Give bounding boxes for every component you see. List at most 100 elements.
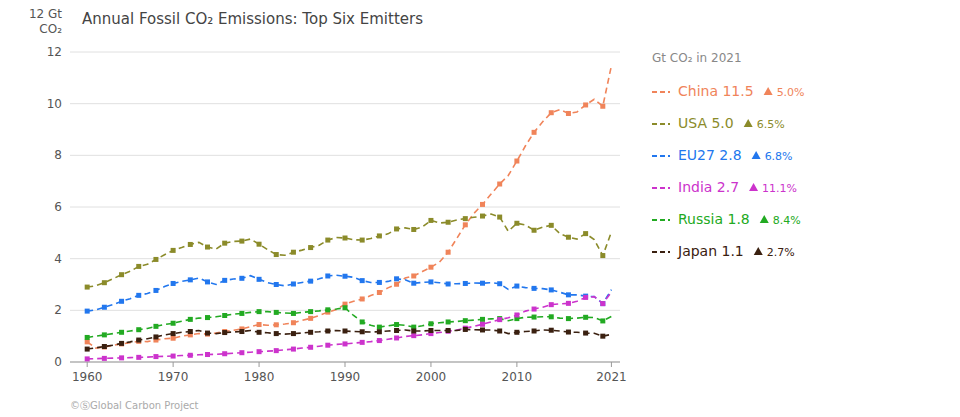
tick-label: 6: [54, 200, 62, 214]
marker: [119, 272, 124, 277]
marker: [343, 236, 348, 241]
marker: [85, 309, 90, 314]
marker: [514, 312, 519, 317]
marker: [532, 228, 537, 233]
marker: [153, 354, 158, 359]
tick-label: 4: [54, 252, 62, 266]
marker: [239, 276, 244, 281]
marker: [291, 331, 296, 336]
marker: [325, 238, 330, 243]
marker: [446, 328, 451, 333]
marker: [583, 102, 588, 107]
marker: [153, 288, 158, 293]
marker: [600, 301, 605, 306]
marker: [308, 345, 313, 350]
grid-line: [70, 103, 620, 104]
marker: [514, 221, 519, 226]
change-arrow: [760, 215, 769, 223]
chart: Annual Fossil CO₂ Emissions: Top Six Emi…: [0, 0, 960, 417]
marker: [205, 315, 210, 320]
marker: [600, 334, 605, 339]
marker: [566, 316, 571, 321]
annotation: 2.7%: [767, 246, 795, 259]
marker: [308, 330, 313, 335]
marker: [171, 354, 176, 359]
legend-swatch: [652, 123, 670, 125]
marker: [222, 330, 227, 335]
marker: [480, 281, 485, 286]
grid-line: [70, 155, 620, 156]
change-arrow: [752, 151, 761, 159]
marker: [136, 293, 141, 298]
marker: [119, 355, 124, 360]
marker: [205, 279, 210, 284]
marker: [239, 350, 244, 355]
line: [87, 66, 611, 348]
marker: [549, 223, 554, 228]
marker: [394, 335, 399, 340]
marker: [583, 315, 588, 320]
marker: [549, 314, 554, 319]
marker: [497, 182, 502, 187]
change-arrow: [744, 119, 753, 127]
marker: [463, 318, 468, 323]
marker: [360, 340, 365, 345]
marker: [102, 344, 107, 349]
change-arrow: [764, 87, 773, 95]
marker: [600, 253, 605, 258]
marker: [222, 241, 227, 246]
marker: [497, 215, 502, 220]
legend-header: Gt CO₂ in 2021: [652, 51, 742, 65]
marker: [600, 318, 605, 323]
marker: [583, 295, 588, 300]
marker: [291, 347, 296, 352]
legend-entry: India 2.7: [678, 179, 739, 195]
marker: [463, 281, 468, 286]
marker: [566, 330, 571, 335]
marker: [239, 239, 244, 244]
tick-label: 8: [54, 148, 62, 162]
marker: [428, 328, 433, 333]
marker: [428, 265, 433, 270]
marker: [274, 331, 279, 336]
marker: [394, 282, 399, 287]
marker: [480, 214, 485, 219]
marker: [343, 274, 348, 279]
marker: [600, 104, 605, 109]
line: [87, 308, 611, 338]
legend-entry: EU27 2.8: [678, 147, 742, 163]
marker: [188, 317, 193, 322]
marker: [394, 328, 399, 333]
marker: [394, 226, 399, 231]
tick-mark: [611, 362, 612, 367]
marker: [446, 329, 451, 334]
marker: [308, 279, 313, 284]
marker: [153, 334, 158, 339]
marker: [566, 292, 571, 297]
marker: [85, 339, 90, 344]
marker: [171, 281, 176, 286]
marker: [205, 331, 210, 336]
marker: [514, 159, 519, 164]
marker: [274, 252, 279, 257]
marker: [291, 311, 296, 316]
marker: [446, 220, 451, 225]
marker: [411, 333, 416, 338]
marker: [171, 336, 176, 341]
legend-entry: USA 5.0: [678, 115, 734, 131]
marker: [343, 305, 348, 310]
marker: [532, 307, 537, 312]
marker: [85, 335, 90, 340]
marker: [308, 245, 313, 250]
marker: [188, 329, 193, 334]
marker: [377, 329, 382, 334]
marker: [566, 301, 571, 306]
tick-mark: [430, 362, 431, 367]
marker: [532, 130, 537, 135]
marker: [428, 279, 433, 284]
marker: [205, 352, 210, 357]
marker: [222, 313, 227, 318]
marker: [411, 329, 416, 334]
tick-label: 2: [54, 303, 62, 317]
annotation: 5.0%: [777, 86, 805, 99]
